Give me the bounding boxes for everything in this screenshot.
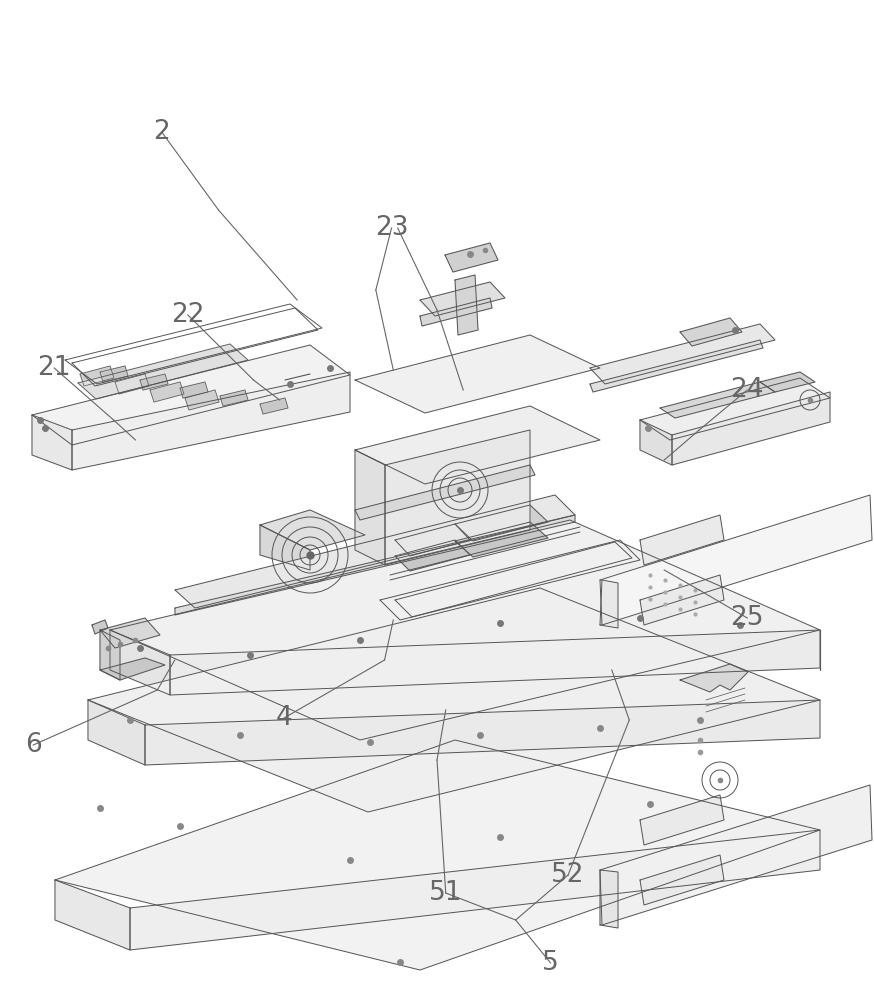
Polygon shape [760, 372, 815, 392]
Text: 6: 6 [24, 732, 42, 758]
Polygon shape [92, 620, 108, 634]
Polygon shape [455, 275, 478, 335]
Polygon shape [672, 392, 830, 465]
Polygon shape [78, 344, 248, 399]
Polygon shape [420, 298, 492, 326]
Polygon shape [260, 525, 310, 570]
Polygon shape [100, 658, 165, 680]
Polygon shape [395, 540, 470, 571]
Polygon shape [100, 630, 120, 680]
Polygon shape [640, 378, 830, 440]
Polygon shape [355, 406, 600, 484]
Polygon shape [590, 340, 763, 392]
Polygon shape [600, 580, 618, 628]
Text: 4: 4 [275, 705, 293, 731]
Text: 51: 51 [429, 880, 462, 906]
Polygon shape [88, 588, 820, 812]
Polygon shape [220, 390, 248, 406]
Polygon shape [395, 524, 470, 556]
Polygon shape [32, 415, 72, 470]
Polygon shape [145, 700, 820, 765]
Polygon shape [455, 522, 548, 557]
Text: 25: 25 [731, 605, 764, 631]
Polygon shape [110, 630, 170, 695]
Polygon shape [180, 382, 208, 398]
Polygon shape [385, 430, 530, 565]
Polygon shape [355, 450, 385, 565]
Polygon shape [660, 382, 775, 418]
Polygon shape [140, 374, 168, 390]
Polygon shape [640, 795, 724, 845]
Text: 24: 24 [731, 377, 764, 403]
Polygon shape [55, 740, 820, 970]
Polygon shape [640, 515, 724, 565]
Polygon shape [640, 575, 724, 625]
Polygon shape [640, 420, 672, 465]
Text: 52: 52 [551, 862, 585, 888]
Polygon shape [355, 465, 535, 520]
Polygon shape [55, 880, 130, 950]
Text: 23: 23 [375, 215, 408, 241]
Polygon shape [455, 505, 548, 541]
Polygon shape [32, 345, 350, 445]
Polygon shape [355, 335, 600, 413]
Polygon shape [150, 382, 184, 402]
Polygon shape [100, 366, 128, 382]
Text: 2: 2 [153, 119, 170, 145]
Polygon shape [445, 243, 498, 272]
Polygon shape [185, 390, 219, 410]
Text: 21: 21 [38, 355, 71, 381]
Polygon shape [88, 700, 145, 765]
Polygon shape [170, 630, 820, 695]
Polygon shape [600, 870, 618, 928]
Polygon shape [420, 282, 505, 316]
Text: 22: 22 [171, 302, 205, 328]
Polygon shape [600, 785, 872, 925]
Polygon shape [100, 618, 160, 648]
Polygon shape [110, 520, 820, 740]
Polygon shape [130, 830, 820, 950]
Polygon shape [260, 398, 288, 414]
Polygon shape [175, 495, 575, 608]
Polygon shape [115, 374, 149, 394]
Polygon shape [72, 372, 350, 470]
Text: 5: 5 [542, 950, 559, 976]
Polygon shape [590, 324, 775, 384]
Polygon shape [680, 318, 742, 346]
Polygon shape [640, 855, 724, 905]
Polygon shape [80, 366, 114, 386]
Polygon shape [680, 664, 748, 692]
Polygon shape [175, 515, 575, 615]
Polygon shape [600, 495, 872, 625]
Polygon shape [260, 510, 365, 550]
